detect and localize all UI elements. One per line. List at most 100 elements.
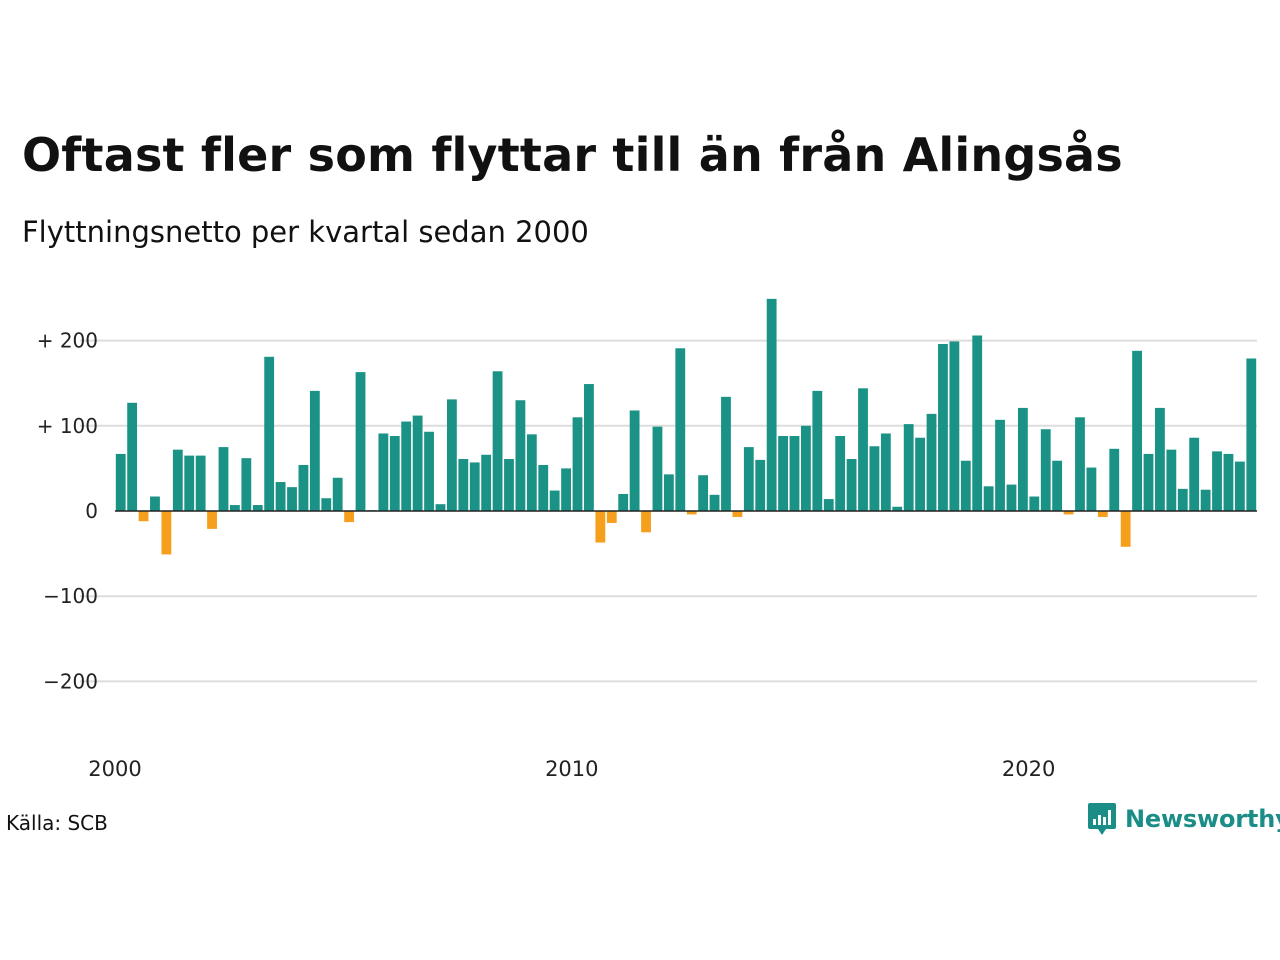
bar [880, 433, 891, 511]
bar [584, 384, 594, 511]
bar [1155, 407, 1165, 511]
bar [572, 417, 583, 511]
bar [378, 433, 389, 511]
bar [127, 402, 138, 511]
bar [755, 459, 766, 511]
chart-subtitle: Flyttningsnetto per kvartal sedan 2000 [22, 215, 589, 249]
bar [698, 475, 709, 511]
bar [1120, 511, 1131, 547]
bar [161, 511, 172, 555]
bar [1040, 429, 1051, 511]
bar [858, 388, 868, 511]
bar [1132, 350, 1142, 511]
bar [264, 356, 275, 511]
chart-title: Oftast fler som flyttar till än från Ali… [22, 128, 1123, 182]
y-tick-label: 0 [85, 499, 98, 523]
bar [172, 449, 183, 511]
bar [618, 493, 629, 511]
bar [709, 494, 720, 511]
bar [355, 372, 366, 511]
bar [743, 447, 754, 511]
bar [595, 511, 606, 543]
bar [812, 390, 823, 511]
bar [446, 399, 457, 511]
bar [1006, 484, 1017, 511]
bar [949, 341, 960, 511]
bar [663, 474, 674, 511]
bar [732, 511, 743, 517]
bar [1177, 488, 1188, 511]
bar [252, 505, 263, 511]
bar [721, 396, 731, 511]
bar [515, 400, 526, 511]
bar [287, 487, 297, 511]
bar [412, 415, 423, 511]
x-tick-label: 2010 [545, 757, 598, 781]
bar [321, 498, 332, 511]
bar [1234, 461, 1245, 511]
bar [458, 459, 469, 511]
bar [835, 436, 846, 511]
bar [1052, 460, 1063, 511]
bar [389, 436, 400, 511]
bar [846, 459, 857, 511]
y-tick-label: −100 [43, 584, 98, 608]
bar [983, 486, 994, 511]
source-label: Källa: SCB [6, 811, 108, 835]
brand-name: Newsworthy [1125, 805, 1280, 833]
bar [903, 424, 914, 511]
bar [504, 459, 514, 511]
bar [218, 447, 229, 511]
bar [972, 335, 983, 511]
bar [1200, 489, 1211, 511]
bar [789, 436, 800, 511]
bar [938, 344, 948, 511]
bar [298, 464, 309, 511]
bar [629, 410, 640, 511]
bar [401, 421, 412, 511]
y-tick-label: −200 [43, 669, 98, 693]
bar [960, 460, 971, 511]
bar [1143, 453, 1154, 511]
y-axis-labels: + 200 + 100 0 −100 −200 [37, 329, 98, 694]
bar [481, 454, 492, 511]
bar [995, 419, 1005, 511]
bar [207, 511, 217, 529]
bar [778, 436, 788, 511]
bar [1086, 467, 1097, 511]
bar [801, 425, 811, 511]
bar [230, 505, 240, 511]
bar [1223, 453, 1234, 511]
x-axis-labels: 2000 2010 2020 [88, 757, 1055, 781]
bar [549, 490, 560, 511]
bar [150, 496, 160, 511]
y-tick-label: + 200 [37, 329, 98, 353]
bar [184, 455, 195, 511]
bar [686, 511, 697, 515]
bar [492, 371, 503, 511]
bar [469, 462, 480, 511]
bar [1189, 437, 1200, 511]
bar [1212, 451, 1222, 511]
bar [606, 511, 617, 523]
bar [561, 468, 571, 511]
bar [652, 426, 663, 511]
bars [115, 298, 1257, 555]
bar [1075, 417, 1085, 511]
bar [526, 434, 537, 511]
bar [138, 511, 149, 522]
bar [115, 453, 126, 511]
bar [241, 458, 252, 511]
bar [1063, 511, 1074, 515]
bar [1097, 511, 1108, 517]
bar [869, 446, 880, 511]
bar [1246, 358, 1257, 511]
bar [641, 511, 651, 533]
bar [766, 298, 777, 511]
bar [195, 455, 206, 511]
bar [675, 348, 686, 511]
bar [823, 499, 834, 511]
bar [926, 413, 937, 511]
bar [275, 482, 286, 511]
